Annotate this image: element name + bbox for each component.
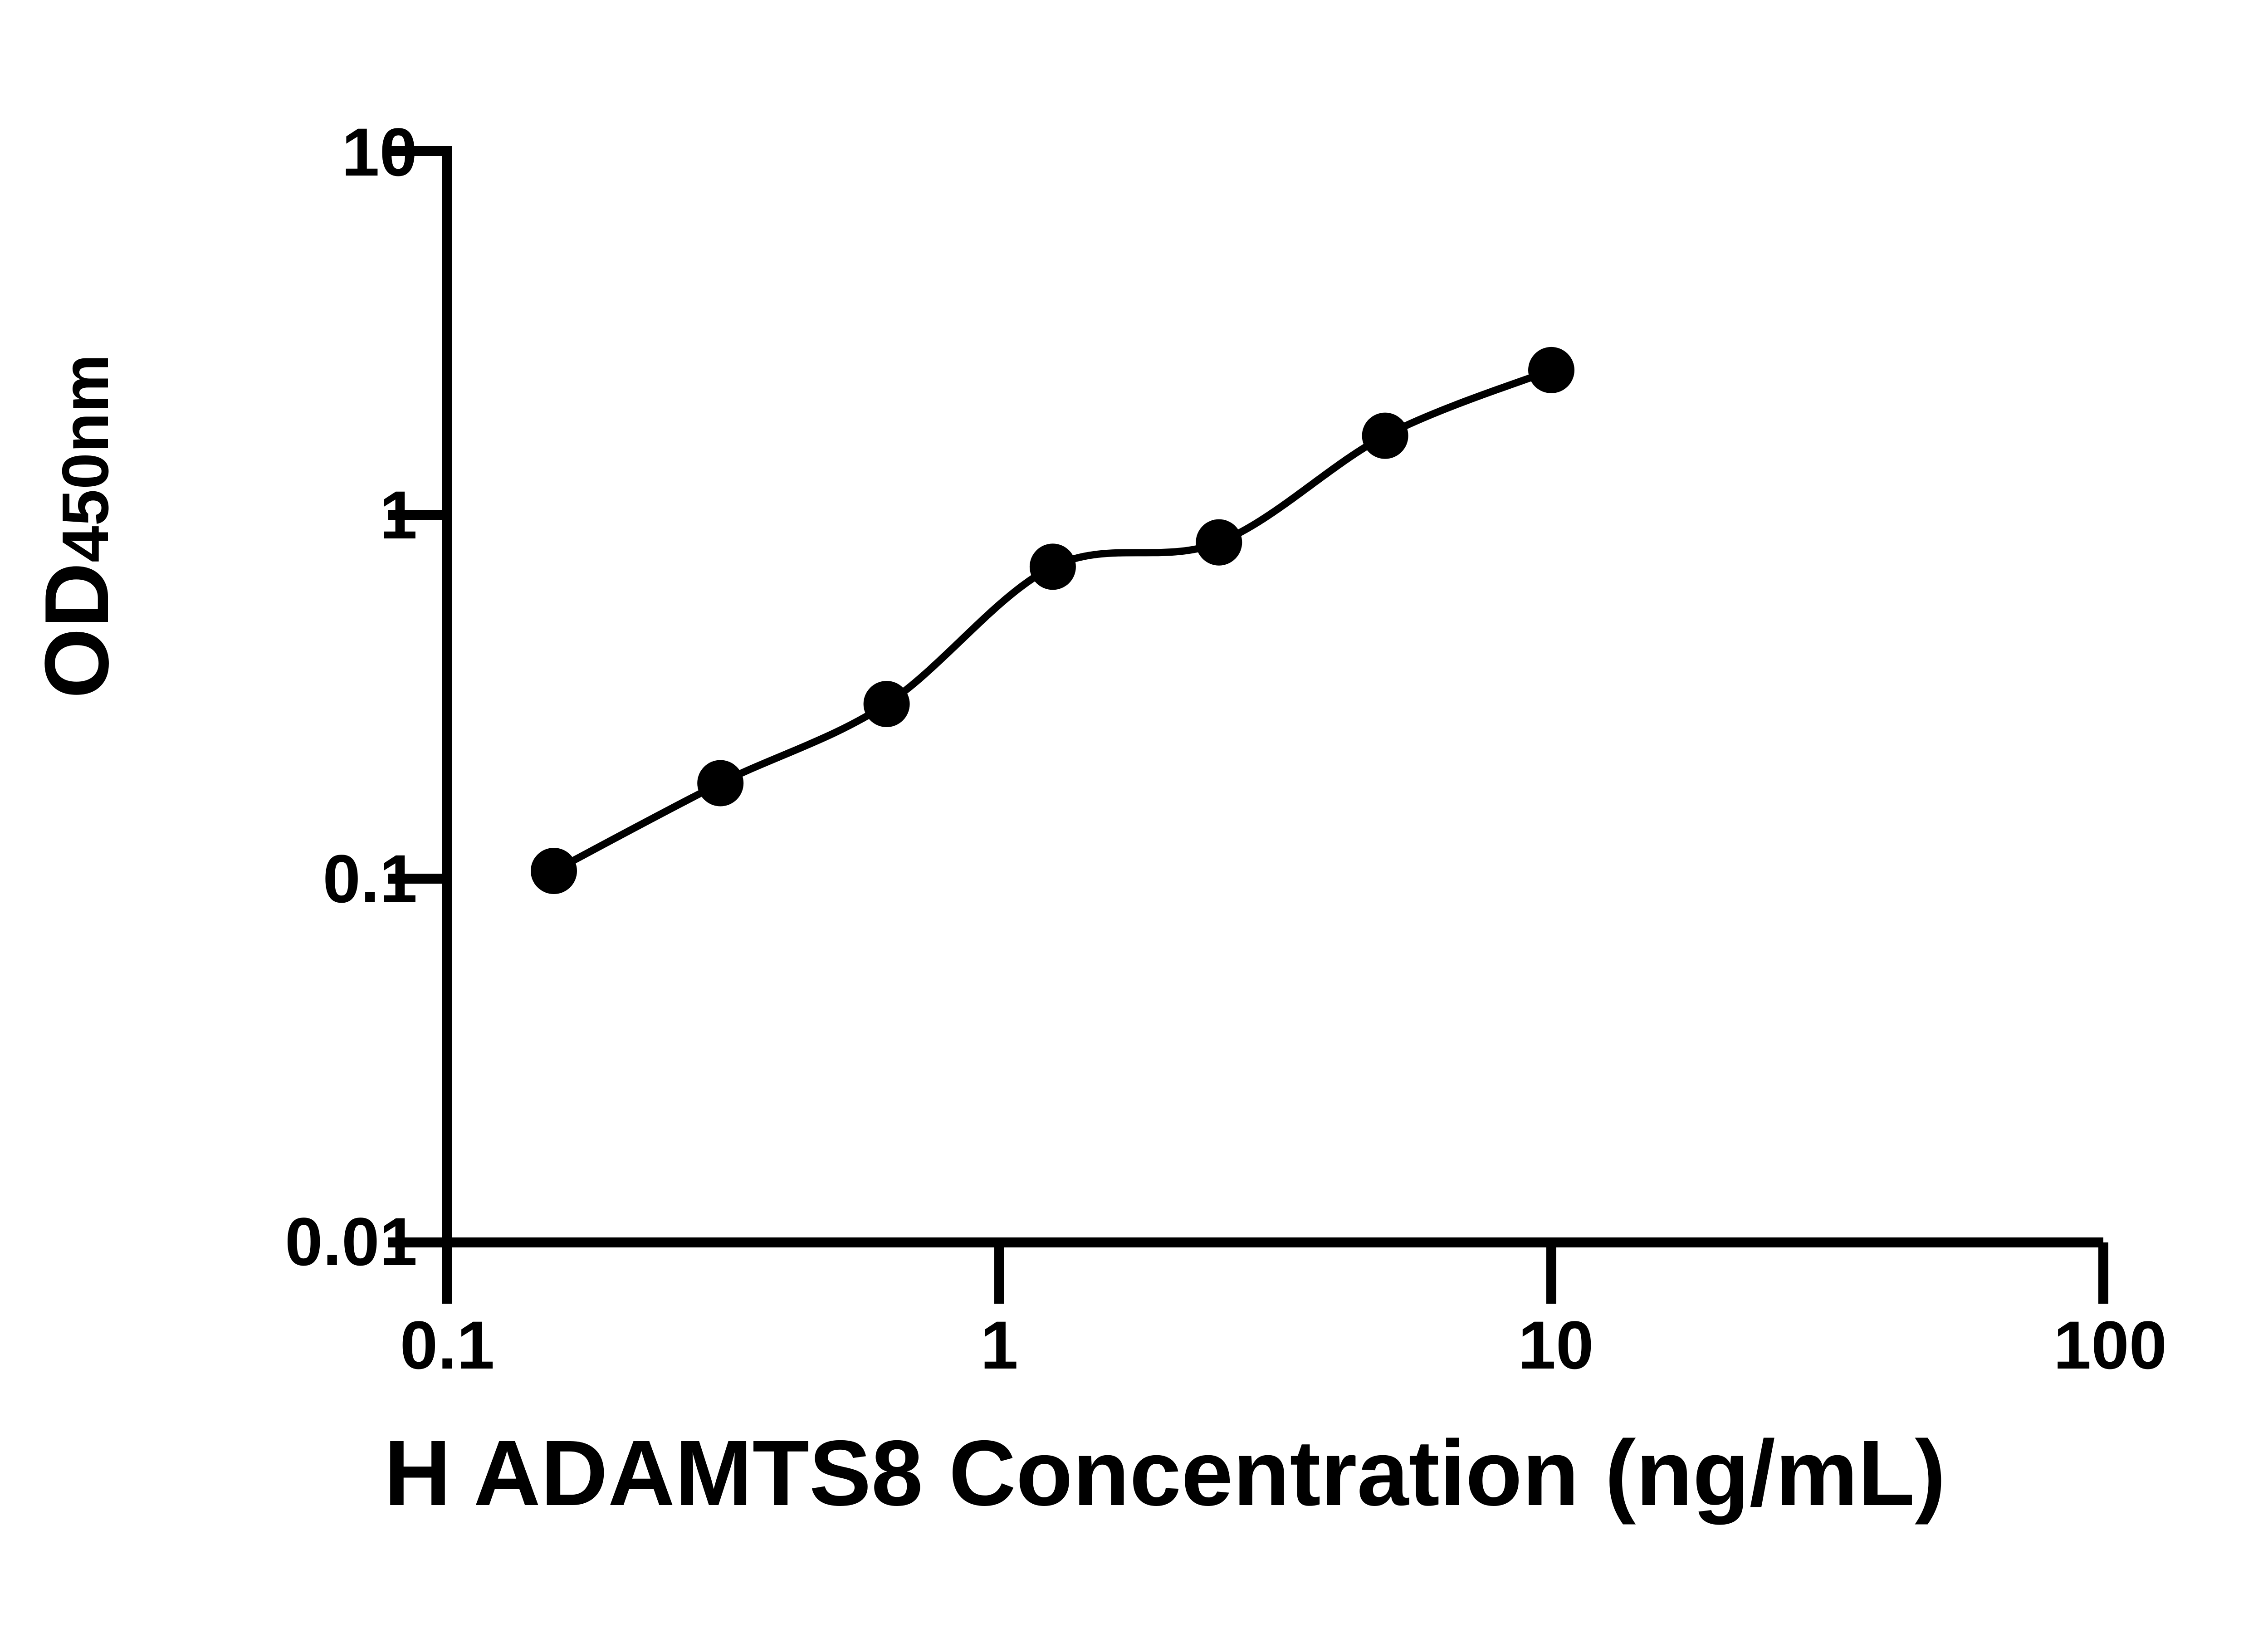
x-tick-label-0_1: 0.1 <box>400 1307 495 1383</box>
y-tick-label-0_1: 0.1 <box>323 841 417 917</box>
data-point-marker-1 <box>697 760 744 807</box>
data-point-markers <box>531 347 1574 894</box>
y-tick-label-1: 1 <box>379 477 417 553</box>
data-point-marker-5 <box>1362 412 1408 459</box>
y-axis-title-main: OD <box>26 562 127 699</box>
x-axis-title: H ADAMTS8 Concentration (ng/mL) <box>384 1421 1946 1525</box>
data-point-marker-4 <box>1196 519 1242 566</box>
data-point-marker-6 <box>1528 347 1574 393</box>
data-point-marker-3 <box>1029 543 1076 590</box>
axis-layer <box>388 146 2108 1304</box>
y-axis-title: OD450nm <box>26 354 127 699</box>
data-point-marker-0 <box>531 848 577 894</box>
data-point-marker-2 <box>863 681 910 727</box>
x-tick-label-100: 100 <box>2053 1307 2167 1383</box>
y-axis-title-sub: 450nm <box>49 354 122 562</box>
y-tick-label-10: 10 <box>342 114 417 190</box>
x-tick-label-10: 10 <box>1518 1307 1594 1383</box>
x-tick-label-1: 1 <box>980 1307 1018 1383</box>
y-tick-label-0_01: 0.01 <box>285 1203 417 1280</box>
